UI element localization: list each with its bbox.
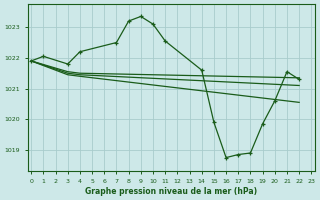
- X-axis label: Graphe pression niveau de la mer (hPa): Graphe pression niveau de la mer (hPa): [85, 187, 257, 196]
